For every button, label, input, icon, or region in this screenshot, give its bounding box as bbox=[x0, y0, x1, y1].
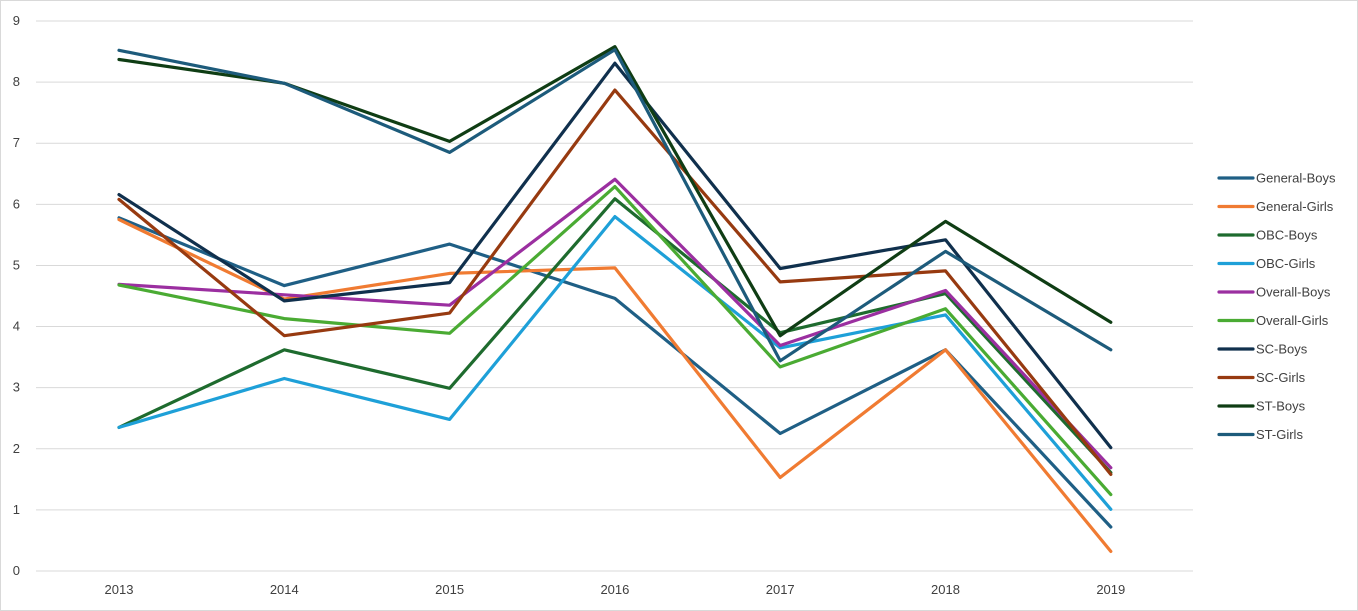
series-line-sc-girls bbox=[117, 88, 1113, 476]
y-tick-label: 7 bbox=[13, 135, 20, 150]
legend-label-obc-girls: OBC-Girls bbox=[1256, 256, 1316, 271]
y-tick-label: 3 bbox=[13, 380, 20, 395]
y-tick-label: 2 bbox=[13, 441, 20, 456]
series-line-overall-boys bbox=[117, 177, 1113, 470]
series-lines bbox=[117, 45, 1113, 554]
x-tick-label: 2017 bbox=[766, 582, 795, 597]
legend-label-st-boys: ST-Boys bbox=[1256, 399, 1306, 414]
y-tick-label: 9 bbox=[13, 13, 20, 28]
y-tick-label: 6 bbox=[13, 196, 20, 211]
x-tick-label: 2019 bbox=[1096, 582, 1125, 597]
y-tick-label: 5 bbox=[13, 257, 20, 272]
series-line-obc-girls bbox=[117, 215, 1113, 511]
legend-label-sc-girls: SC-Girls bbox=[1256, 370, 1306, 385]
legend-label-st-girls: ST-Girls bbox=[1256, 427, 1303, 442]
y-tick-label: 8 bbox=[13, 74, 20, 89]
series-line-overall-girls bbox=[117, 185, 1113, 497]
y-tick-label: 0 bbox=[13, 563, 20, 578]
y-tick-label: 1 bbox=[13, 502, 20, 517]
legend-label-general-boys: General-Boys bbox=[1256, 171, 1336, 186]
legend: General-Boys General-Girls OBC-Boys OBC-Gir… bbox=[1217, 171, 1336, 442]
x-axis-tick-labels: 2013 2014 2015 2016 2017 2018 2019 bbox=[105, 582, 1126, 597]
legend-label-overall-boys: Overall-Boys bbox=[1256, 285, 1331, 300]
series-line-sc-boys bbox=[117, 61, 1113, 450]
x-tick-label: 2015 bbox=[435, 582, 464, 597]
legend-label-overall-girls: Overall-Girls bbox=[1256, 313, 1329, 328]
legend-label-general-girls: General-Girls bbox=[1256, 199, 1334, 214]
legend-label-sc-boys: SC-Boys bbox=[1256, 342, 1308, 357]
x-tick-label: 2013 bbox=[105, 582, 134, 597]
y-tick-label: 4 bbox=[13, 319, 20, 334]
series-line-st-girls bbox=[117, 48, 1113, 363]
legend-label-obc-boys: OBC-Boys bbox=[1256, 228, 1318, 243]
y-axis-tick-labels: 0 1 2 3 4 5 6 7 8 9 bbox=[13, 13, 20, 578]
series-line-general-girls bbox=[117, 218, 1113, 554]
x-tick-label: 2014 bbox=[270, 582, 299, 597]
x-tick-label: 2018 bbox=[931, 582, 960, 597]
series-line-obc-boys bbox=[117, 197, 1113, 475]
x-tick-label: 2016 bbox=[600, 582, 629, 597]
